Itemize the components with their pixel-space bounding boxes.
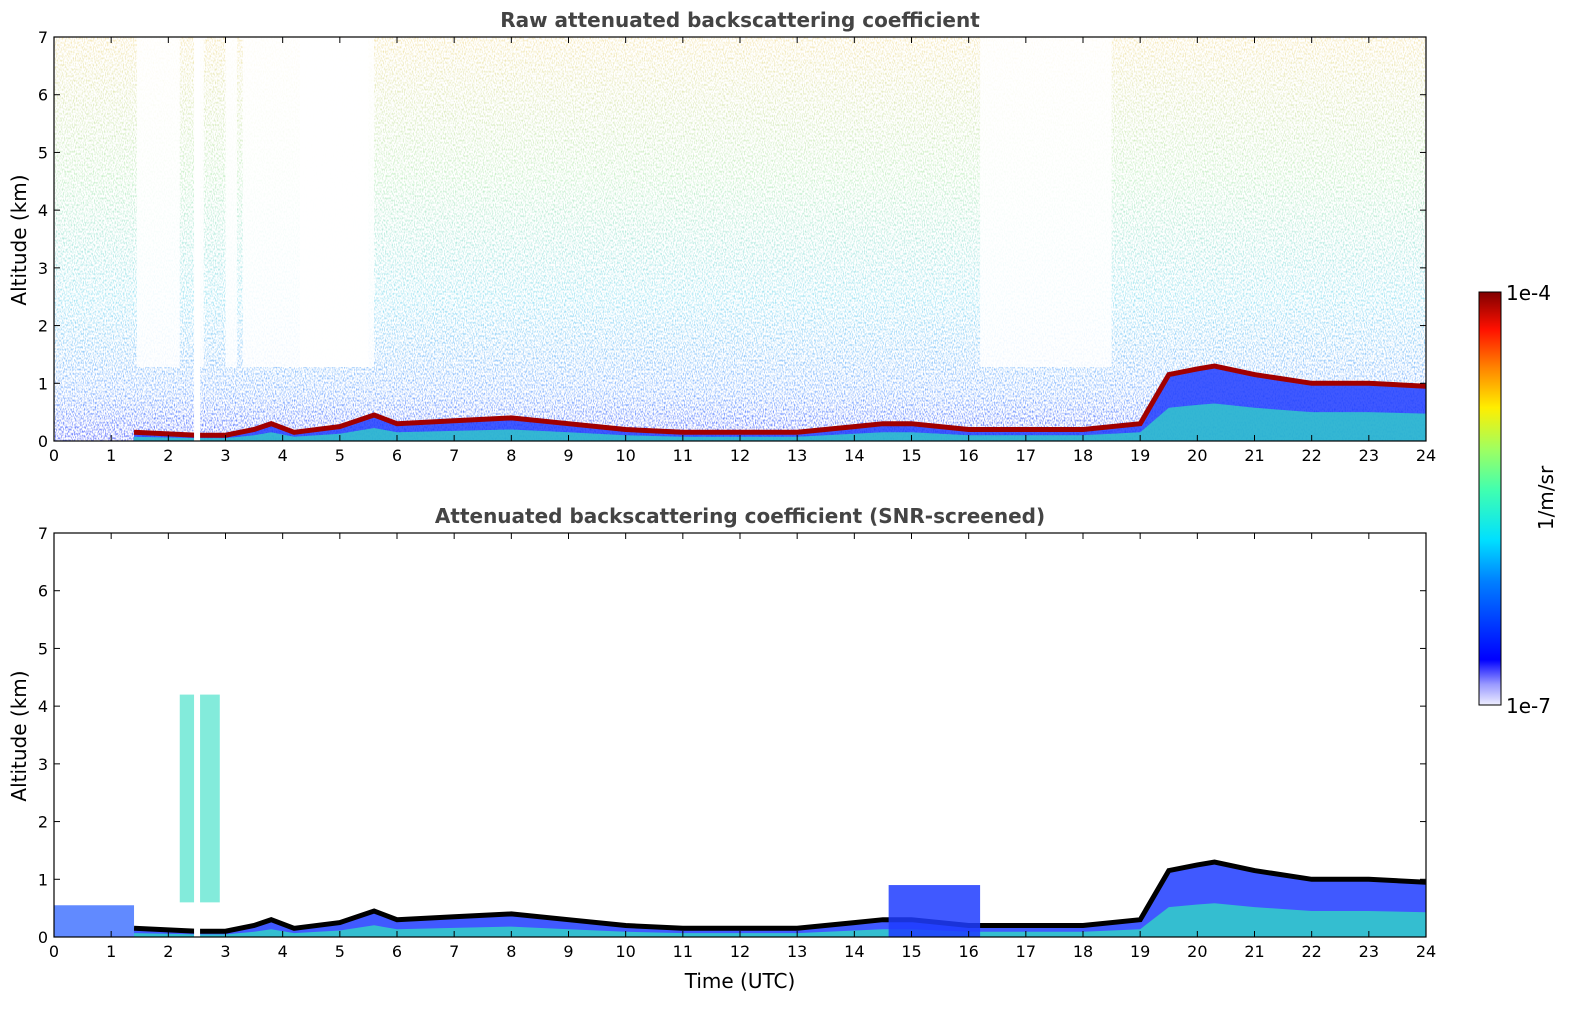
y-tick-label: 1	[38, 374, 48, 393]
x-tick-label: 2	[163, 446, 173, 465]
x-tick-label: 17	[1016, 446, 1036, 465]
y-tick-label: 7	[38, 28, 48, 47]
colorbar-gradient	[1478, 291, 1502, 706]
x-tick-label: 15	[901, 446, 921, 465]
y-tick-label: 4	[38, 697, 48, 716]
signal-gap	[196, 37, 204, 367]
x-tick-label: 14	[844, 446, 864, 465]
x-tick-label: 9	[563, 942, 573, 961]
x-tick-label: 7	[449, 446, 459, 465]
x-tick-label: 10	[615, 446, 635, 465]
y-tick-label: 5	[38, 639, 48, 658]
x-tick-label: 5	[335, 942, 345, 961]
signal-gap	[980, 37, 1112, 367]
y-tick-label: 6	[38, 582, 48, 601]
y-tick-label: 5	[38, 143, 48, 162]
bottom-x-axis-label: Time (UTC)	[684, 969, 796, 993]
x-tick-label: 23	[1359, 446, 1379, 465]
bottom-panel-title: Attenuated backscattering coefficient (S…	[435, 504, 1045, 528]
x-tick-label: 5	[335, 446, 345, 465]
colorbar-min-label: 1e-7	[1506, 694, 1551, 718]
screened-near-surface-fill	[134, 903, 1426, 937]
y-tick-label: 3	[38, 259, 48, 278]
x-tick-label: 4	[278, 446, 288, 465]
x-tick-label: 13	[787, 446, 807, 465]
x-tick-label: 23	[1359, 942, 1379, 961]
x-tick-label: 20	[1187, 942, 1207, 961]
x-tick-label: 10	[615, 942, 635, 961]
y-tick-label: 0	[38, 432, 48, 451]
x-tick-label: 16	[958, 446, 978, 465]
x-tick-label: 18	[1073, 942, 1093, 961]
x-tick-label: 2	[163, 942, 173, 961]
near-surface-layer-fill	[134, 403, 1426, 441]
y-tick-label: 6	[38, 86, 48, 105]
signal-gap	[225, 37, 237, 367]
x-tick-label: 1	[106, 942, 116, 961]
colorbar-unit-label: 1/m/sr	[1534, 465, 1558, 530]
x-tick-label: 22	[1301, 446, 1321, 465]
x-tick-label: 7	[449, 942, 459, 961]
x-tick-label: 24	[1416, 446, 1436, 465]
screened-layer-top-line	[133, 859, 1426, 934]
x-tick-label: 22	[1301, 942, 1321, 961]
x-tick-label: 14	[844, 942, 864, 961]
early-morning-layer	[54, 905, 135, 937]
x-tick-label: 21	[1244, 942, 1264, 961]
x-tick-label: 24	[1416, 942, 1436, 961]
x-tick-label: 17	[1016, 942, 1036, 961]
missing-data-stripe	[194, 37, 201, 441]
colorbar: 1e-4 1e-7 1/m/sr	[1478, 281, 1558, 718]
x-tick-label: 19	[1130, 446, 1150, 465]
bottom-panel-plot-area	[54, 533, 1426, 937]
top-panel-axes: 0 1 2 3 4 5 6 7 8 9 10 11 12 13 14 15 16 17 18 19 20 21 22 23 24…	[38, 28, 1436, 465]
x-tick-label: 3	[220, 942, 230, 961]
x-tick-label: 1	[106, 446, 116, 465]
y-tick-label: 2	[38, 317, 48, 336]
x-tick-label: 18	[1073, 446, 1093, 465]
x-tick-label: 8	[506, 942, 516, 961]
x-tick-label: 8	[506, 446, 516, 465]
x-tick-label: 9	[563, 446, 573, 465]
x-tick-label: 12	[730, 942, 750, 961]
layer-top-line	[133, 363, 1426, 438]
x-tick-label: 19	[1130, 942, 1150, 961]
x-tick-label: 4	[278, 942, 288, 961]
residual-layer-block	[888, 885, 981, 937]
x-tick-label: 12	[730, 446, 750, 465]
x-tick-label: 0	[49, 446, 59, 465]
x-tick-label: 20	[1187, 446, 1207, 465]
x-tick-label: 11	[673, 942, 693, 961]
x-tick-label: 16	[958, 942, 978, 961]
signal-gap	[136, 37, 180, 367]
x-tick-label: 15	[901, 942, 921, 961]
y-tick-label: 3	[38, 755, 48, 774]
signal-gap	[299, 37, 369, 367]
y-tick-label: 2	[38, 813, 48, 832]
x-tick-label: 0	[49, 942, 59, 961]
missing-data-stripe	[194, 533, 201, 937]
top-panel-plot-area	[54, 37, 1426, 441]
y-tick-label: 4	[38, 201, 48, 220]
x-tick-label: 21	[1244, 446, 1264, 465]
y-tick-label: 7	[38, 524, 48, 543]
colorbar-max-label: 1e-4	[1506, 281, 1551, 305]
top-panel-title: Raw attenuated backscattering coefficien…	[500, 8, 980, 32]
x-tick-label: 6	[392, 446, 402, 465]
top-y-axis-label: Altitude (km)	[7, 174, 31, 305]
bottom-y-axis-label: Altitude (km)	[7, 670, 31, 801]
x-tick-label: 13	[787, 942, 807, 961]
y-tick-label: 1	[38, 870, 48, 889]
bottom-panel-axes: 0 1 2 3 4 5 6 7 8 9 10 11 12 13 14 15 16 17 18 19 20 21 22 23 24…	[38, 524, 1436, 961]
x-tick-label: 6	[392, 942, 402, 961]
y-tick-label: 0	[38, 928, 48, 947]
x-tick-label: 11	[673, 446, 693, 465]
x-tick-label: 3	[220, 446, 230, 465]
